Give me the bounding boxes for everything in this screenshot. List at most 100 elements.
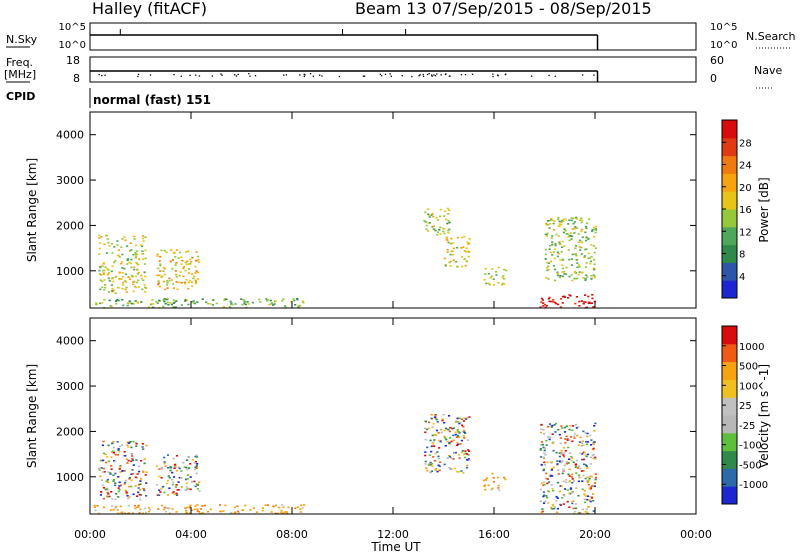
- echo-cell: [155, 300, 158, 303]
- echo-cell: [164, 302, 167, 305]
- echo-cell: [166, 282, 169, 284]
- echo-cell: [123, 512, 126, 515]
- echo-cell: [135, 445, 138, 447]
- echo-cell: [126, 495, 129, 497]
- echo-cell: [457, 436, 461, 439]
- echo-cell: [162, 266, 165, 269]
- echo-cell: [448, 261, 451, 264]
- echo-cell: [110, 451, 114, 453]
- nave-point: [248, 73, 250, 75]
- echo-cell: [572, 480, 576, 482]
- echo-cell: [462, 472, 465, 474]
- echo-cell: [465, 418, 468, 420]
- echo-cell: [450, 237, 453, 240]
- echo-cell: [558, 241, 561, 243]
- echo-cell: [130, 473, 133, 476]
- velocity-colorbar-label-text: Velocity [m s^-1]: [757, 364, 771, 468]
- echo-cell: [466, 464, 469, 467]
- echo-cell: [430, 417, 433, 420]
- echo-cell: [551, 488, 554, 490]
- echo-cell: [167, 467, 170, 469]
- echo-cell: [559, 503, 562, 506]
- echo-cell: [186, 299, 189, 302]
- echo-cell: [446, 457, 449, 459]
- echo-cell: [136, 301, 139, 304]
- echo-cell: [465, 466, 469, 469]
- echo-cell: [443, 463, 446, 466]
- echo-cell: [100, 492, 103, 494]
- echo-cell: [105, 461, 108, 464]
- echo-cell: [571, 481, 574, 484]
- echo-cell: [273, 303, 276, 305]
- echo-cell: [571, 502, 574, 505]
- echo-cell: [158, 260, 161, 262]
- echo-cell: [463, 417, 466, 419]
- echo-cell: [454, 431, 457, 434]
- echo-cell: [99, 242, 102, 244]
- echo-cell: [448, 455, 452, 458]
- echo-cell: [540, 297, 544, 300]
- echo-cell: [107, 241, 110, 244]
- echo-cell: [251, 301, 254, 304]
- echo-cell: [586, 498, 589, 501]
- echo-cell: [459, 421, 462, 423]
- nave-point: [418, 75, 420, 77]
- echo-cell: [449, 426, 452, 429]
- echo-cell: [189, 258, 192, 261]
- echo-cell: [440, 431, 443, 434]
- echo-cell: [543, 494, 546, 496]
- echo-cell: [588, 301, 591, 304]
- echo-cell: [549, 245, 552, 247]
- echo-cell: [498, 489, 501, 492]
- echo-cell: [188, 505, 192, 508]
- echo-cell: [564, 229, 567, 232]
- echo-cell: [456, 428, 459, 431]
- echo-cell: [547, 490, 550, 493]
- echo-cell: [580, 219, 583, 222]
- echo-cell: [431, 465, 434, 467]
- echo-cell: [566, 439, 569, 441]
- echo-cell: [118, 468, 121, 470]
- echo-cell: [586, 435, 589, 438]
- echo-cell: [132, 281, 135, 283]
- echo-cell: [171, 508, 174, 510]
- echo-cell: [434, 229, 437, 232]
- echo-cell: [570, 238, 573, 240]
- echo-cell: [590, 496, 594, 498]
- echo-cell: [172, 481, 175, 484]
- echo-cell: [574, 302, 577, 305]
- echo-cell: [429, 471, 432, 473]
- nsky-panel-frame: [89, 22, 697, 51]
- echo-cell: [424, 420, 427, 423]
- echo-cell: [560, 221, 563, 224]
- echo-cell: [441, 418, 444, 421]
- echo-cell: [121, 238, 124, 240]
- echo-cell: [551, 241, 554, 243]
- echo-cell: [192, 300, 195, 302]
- echo-cell: [590, 497, 594, 499]
- cpid-label: CPID: [6, 90, 35, 103]
- echo-cell: [144, 474, 147, 476]
- echo-cell: [158, 468, 161, 470]
- echo-cell: [544, 454, 547, 456]
- echo-cell: [594, 476, 597, 479]
- echo-cell: [111, 287, 114, 290]
- echo-cell: [559, 485, 562, 487]
- velocity-colorbar-frame: [721, 325, 738, 505]
- echo-cell: [457, 443, 460, 446]
- nave-point: [460, 74, 463, 76]
- echo-cell: [105, 252, 108, 254]
- echo-cell: [568, 480, 571, 483]
- echo-cell: [447, 213, 450, 215]
- echo-cell: [187, 488, 190, 490]
- nave-point: [319, 74, 321, 76]
- echo-cell: [566, 489, 569, 491]
- echo-cell: [435, 216, 438, 219]
- echo-cell: [127, 276, 130, 278]
- echo-cell: [102, 262, 106, 264]
- echo-cell: [184, 489, 187, 491]
- echo-cell: [554, 244, 557, 247]
- echo-cell: [427, 214, 430, 216]
- echo-cell: [117, 512, 120, 515]
- echo-cell: [553, 507, 556, 510]
